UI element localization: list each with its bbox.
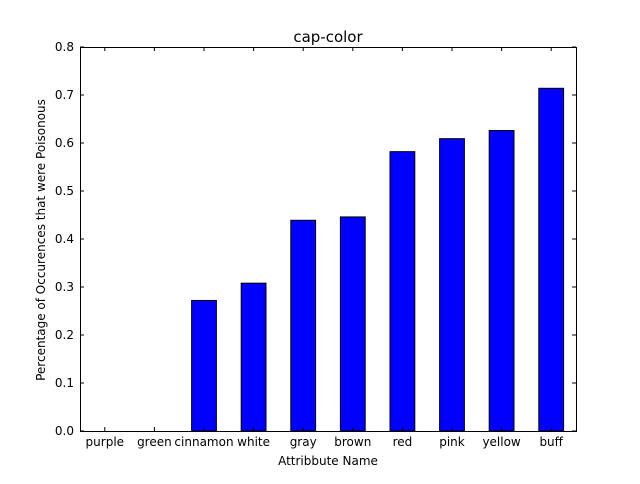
x-tick-label-buff: buff (539, 435, 563, 449)
y-tick-label: 0.5 (55, 184, 74, 198)
y-tick-label: 0.8 (55, 40, 74, 54)
y-axis: 0.0 0.1 0.2 0.3 0.4 0.5 0.6 0.7 0.8 (55, 40, 576, 438)
x-axis-label: Attribbute Name (278, 454, 378, 468)
chart-title: cap-color (293, 28, 363, 46)
y-tick-label: 0.1 (55, 376, 74, 390)
x-tick-label-gray: gray (290, 435, 317, 449)
bar-red (389, 151, 416, 432)
x-axis: purple green cinnamon white gray brown red pink… (86, 47, 564, 449)
x-tick-label-brown: brown (334, 435, 371, 449)
bar-yellow (488, 130, 515, 432)
y-axis-label: Percentage of Occurences that were Poiso… (34, 99, 48, 381)
y-tick-label: 0.6 (55, 136, 74, 150)
x-tick-label-pink: pink (439, 435, 465, 449)
x-tick-label-cinnamon: cinnamon (174, 435, 233, 449)
x-tick-label-red: red (393, 435, 413, 449)
y-tick-label: 0.0 (55, 424, 74, 438)
bar-cinnamon (191, 299, 217, 432)
bar-pink (439, 138, 465, 432)
x-tick-label-green: green (137, 435, 172, 449)
x-tick-label-yellow: yellow (482, 435, 520, 449)
y-tick-label: 0.7 (55, 88, 74, 102)
y-tick-label: 0.2 (55, 328, 74, 342)
bar-buff (538, 87, 565, 432)
y-tick-label: 0.4 (55, 232, 74, 246)
y-tick-label: 0.3 (55, 280, 74, 294)
bar-brown (339, 216, 366, 432)
bar-white (240, 282, 267, 432)
bar-gray (290, 219, 317, 432)
bars-layer (191, 87, 565, 432)
x-tick-label-purple: purple (86, 435, 125, 449)
x-tick-label-white: white (237, 435, 270, 449)
